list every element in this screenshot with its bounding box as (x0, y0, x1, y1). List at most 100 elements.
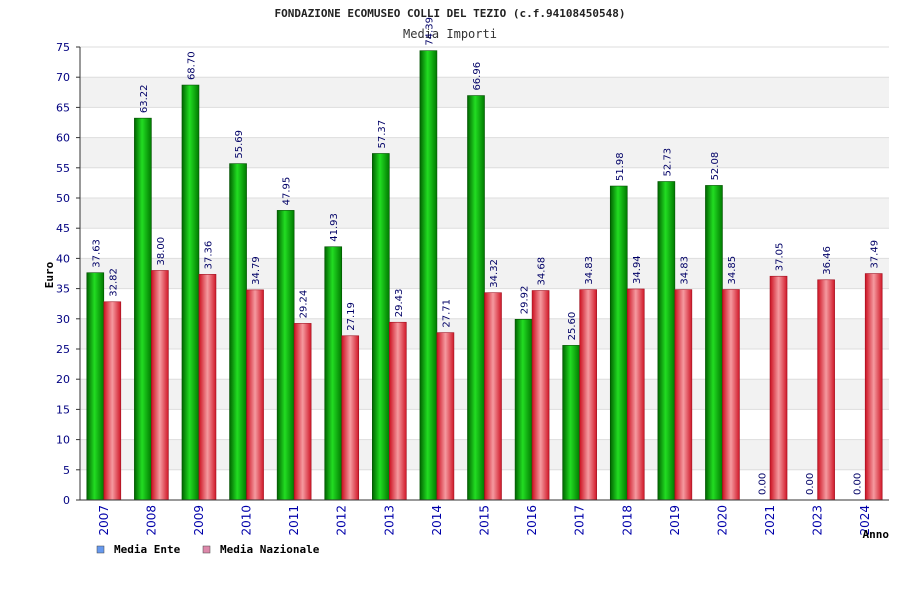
data-label: 27.71 (441, 299, 452, 328)
x-tick-label: 2013 (382, 505, 396, 536)
data-label: 63.22 (139, 85, 150, 114)
data-label: 68.70 (186, 51, 197, 80)
data-label: 29.92 (520, 286, 531, 315)
data-label: 51.98 (615, 152, 626, 181)
bar-media-ente (324, 246, 343, 501)
y-tick-label: 25 (56, 343, 70, 356)
legend: Media Ente Media Nazionale (96, 543, 320, 556)
grid-band (80, 47, 889, 78)
data-label: 34.83 (679, 256, 690, 285)
x-tick-label: 2021 (763, 505, 777, 536)
data-label: 0.00 (853, 473, 864, 495)
x-tick-label: 2018 (620, 505, 634, 536)
x-tick-label: 2020 (715, 505, 729, 536)
data-label: 37.49 (870, 240, 881, 269)
data-label: 47.95 (282, 177, 293, 206)
x-tick-label: 2009 (192, 505, 206, 536)
legend-label-media-nazionale: Media Nazionale (220, 543, 320, 556)
x-tick-label: 2010 (240, 505, 254, 536)
bar-media-ente (514, 318, 533, 501)
y-tick-label: 55 (56, 162, 70, 175)
x-tick-label: 2008 (144, 505, 158, 536)
bar-media-nazionale (389, 321, 407, 501)
data-label: 0.00 (805, 473, 816, 495)
x-tick-label: 2017 (573, 505, 587, 536)
data-label: 34.85 (727, 256, 738, 285)
x-axis-label: Anno (863, 528, 890, 541)
bar-media-ente (562, 345, 580, 501)
y-tick-label: 0 (63, 494, 70, 507)
bar-media-ente (372, 153, 390, 501)
data-labels: 37.63 32.82 63.22 38.00 68.70 37.36 55.69 34.79… (91, 17, 880, 495)
bar-media-nazionale (246, 289, 264, 501)
bar-media-nazionale (198, 274, 217, 501)
bar-media-nazionale (864, 273, 883, 501)
y-tick-label: 60 (56, 132, 70, 145)
data-label: 37.63 (91, 239, 102, 268)
data-label: 52.73 (662, 148, 673, 177)
bar-media-ente (86, 272, 105, 501)
bar-media-nazionale (722, 289, 740, 501)
bar-media-ente (181, 84, 200, 501)
y-tick-label: 70 (56, 71, 70, 84)
data-label: 52.08 (710, 152, 721, 181)
data-label: 36.46 (822, 246, 833, 275)
y-tick-label: 35 (56, 283, 70, 296)
bars (86, 50, 883, 501)
bar-media-ente (609, 185, 628, 501)
data-label: 25.60 (567, 312, 578, 341)
bar-media-nazionale (151, 270, 169, 501)
data-label: 29.43 (394, 289, 405, 318)
y-tick-label: 45 (56, 222, 70, 235)
y-tick-label: 75 (56, 41, 70, 54)
bar-media-nazionale (626, 288, 645, 501)
data-label: 41.93 (329, 213, 340, 242)
x-tick-label: 2024 (858, 505, 872, 536)
x-tick-label: 2012 (335, 505, 349, 536)
data-label: 29.24 (299, 290, 310, 319)
y-tick-label: 15 (56, 403, 70, 416)
legend-swatch-media-ente (96, 545, 105, 554)
data-label: 57.37 (377, 120, 388, 149)
bar-media-ente (276, 210, 295, 501)
x-tick-label: 2014 (430, 505, 444, 536)
data-label: 34.79 (251, 256, 262, 285)
data-label: 37.05 (775, 243, 786, 272)
x-tick-label: 2016 (525, 505, 539, 536)
bar-media-ente (657, 181, 676, 501)
bar-media-nazionale (769, 275, 788, 501)
bar-media-nazionale (817, 279, 835, 501)
data-label: 66.96 (472, 62, 483, 91)
data-label: 34.83 (584, 256, 595, 285)
y-tick-labels: 0 5 10 15 20 25 30 35 40 45 50 55 60 65 70 75 (56, 41, 70, 507)
x-tick-label: 2007 (97, 505, 111, 536)
bar-media-ente (419, 50, 438, 501)
axes (76, 46, 889, 501)
bar-media-ente (467, 95, 485, 501)
bar-media-ente (705, 185, 723, 501)
y-tick-label: 10 (56, 434, 70, 447)
data-label: 0.00 (758, 473, 769, 495)
data-label: 32.82 (108, 268, 119, 297)
data-label: 34.94 (632, 255, 643, 284)
y-tick-label: 50 (56, 192, 70, 205)
y-tick-label: 30 (56, 313, 70, 326)
legend-label-media-ente: Media Ente (114, 543, 181, 556)
data-label: 37.36 (203, 241, 214, 270)
y-tick-label: 5 (63, 464, 70, 477)
x-tick-label: 2011 (287, 505, 301, 536)
data-label: 38.00 (156, 237, 167, 266)
data-label: 74.39 (424, 17, 435, 46)
bar-media-nazionale (103, 301, 122, 501)
bar-media-nazionale (293, 323, 312, 501)
bar-media-ente (134, 117, 152, 501)
x-tick-label: 2023 (811, 505, 825, 536)
data-label: 55.69 (234, 130, 245, 159)
legend-swatch-media-nazionale (202, 545, 211, 554)
chart-subtitle: Media Importi (403, 27, 497, 41)
bar-media-nazionale (674, 289, 693, 501)
bar-media-nazionale (579, 289, 597, 501)
bar-media-nazionale (436, 332, 455, 501)
y-tick-label: 65 (56, 101, 70, 114)
